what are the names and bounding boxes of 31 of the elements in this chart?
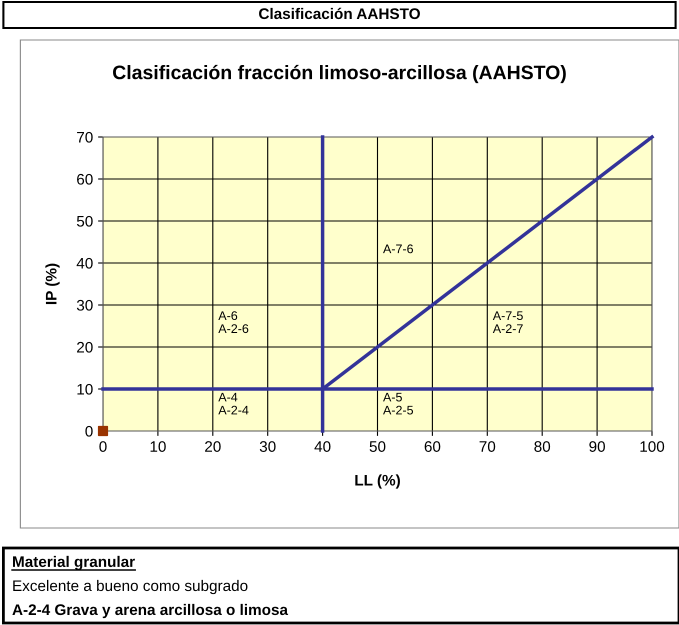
y-tick-label: 70	[77, 132, 93, 143]
x-tick-label: 50	[370, 441, 386, 452]
x-tick-label: 100	[640, 441, 664, 452]
y-tick-label: 10	[77, 384, 93, 395]
y-tick-label: 40	[76, 258, 93, 269]
x-tick-label: 70	[480, 441, 496, 452]
annotation: A-7-5 A-2-7	[492, 311, 523, 333]
annotation: A-7-6	[383, 244, 414, 254]
y-tick-label: 60	[77, 174, 93, 185]
x-tick-label: 20	[205, 441, 221, 452]
annotation: A-6 A-2-6	[218, 311, 248, 334]
x-tick-label: 90	[589, 441, 605, 452]
x-tick-label: 10	[150, 441, 166, 452]
text: A-2-4 Grava y arena arcillosa o limosa	[12, 604, 288, 618]
text: Excelente a bueno como subgrado	[13, 580, 248, 594]
annotation: A-4 A-2-4	[218, 392, 248, 414]
chart-subtitle: Clasificación fracción limoso-arcillosa (AAHSTO)	[113, 64, 566, 84]
x-tick-label: 60	[424, 441, 440, 452]
text: Material granular	[13, 556, 135, 570]
y-tick-label: 30	[76, 300, 93, 311]
y-tick-label: 50	[76, 216, 93, 227]
y-tick-label: 0	[85, 426, 93, 437]
x-tick-label: 40	[314, 441, 330, 452]
chart-title: Clasificación AAHSTO	[259, 8, 420, 20]
y-axis-title: IP (%)	[45, 264, 60, 304]
x-tick-label: 80	[534, 441, 550, 452]
y-tick-label: 20	[77, 342, 93, 353]
x-tick-label: 0	[99, 441, 107, 452]
annotation: A-5 A-2-5	[383, 392, 414, 415]
x-axis-title: LL (%)	[355, 474, 400, 489]
x-tick-label: 30	[260, 441, 276, 452]
